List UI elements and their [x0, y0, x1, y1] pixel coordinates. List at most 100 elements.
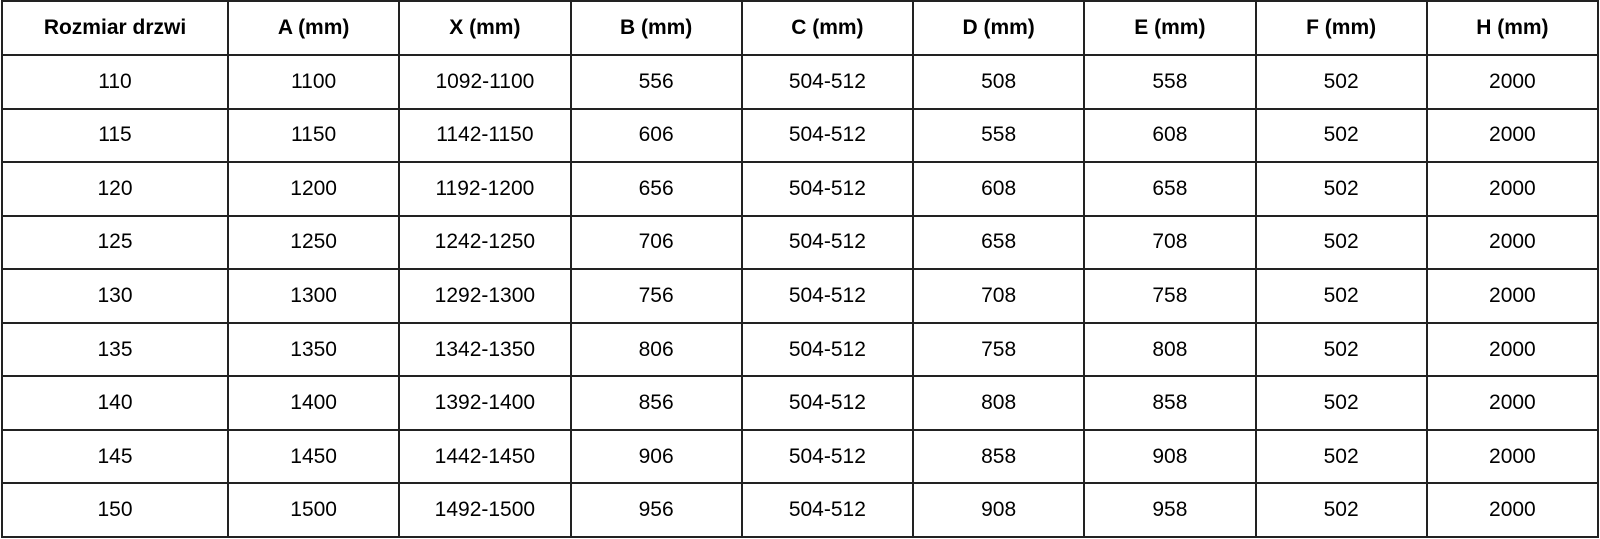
table-cell: 708	[911, 268, 1086, 324]
table-row: 130 1300 1292-1300 756 504-512 708 758 502 2000	[1, 268, 1600, 324]
table-cell: 806	[569, 321, 743, 378]
table-cell: 2000	[1425, 107, 1600, 164]
table-cell: 956	[569, 482, 743, 538]
table-cell: 1100	[226, 54, 401, 110]
table-cell: 1450	[226, 428, 401, 485]
table-cell: 1342-1350	[398, 321, 572, 378]
table-cell: 1300	[226, 268, 401, 324]
column-header: H (mm)	[1425, 0, 1600, 56]
table-cell: 140	[1, 375, 229, 431]
table-cell: 1350	[226, 321, 401, 378]
table-cell: 656	[569, 161, 743, 217]
table-cell: 2000	[1425, 482, 1600, 538]
table-cell: 120	[1, 161, 229, 217]
table-cell: 2000	[1425, 214, 1600, 271]
table-cell: 502	[1254, 428, 1428, 485]
column-header: C (mm)	[740, 0, 915, 56]
table-cell: 502	[1254, 54, 1428, 110]
column-header: B (mm)	[569, 0, 743, 56]
column-header: F (mm)	[1254, 0, 1428, 56]
table-cell: 508	[911, 54, 1086, 110]
table-cell: 856	[569, 375, 743, 431]
table-cell: 504-512	[740, 268, 915, 324]
table-cell: 110	[1, 54, 229, 110]
table-cell: 858	[911, 428, 1086, 485]
table-cell: 1250	[226, 214, 401, 271]
table-cell: 858	[1083, 375, 1257, 431]
table-cell: 808	[911, 375, 1086, 431]
table-cell: 2000	[1425, 321, 1600, 378]
table-row: 115 1150 1142-1150 606 504-512 558 608 502 2000	[1, 107, 1600, 164]
table-cell: 2000	[1425, 375, 1600, 431]
table-cell: 125	[1, 214, 229, 271]
table-cell: 1400	[226, 375, 401, 431]
table-row: 125 1250 1242-1250 706 504-512 658 708 502 2000	[1, 214, 1600, 271]
table-cell: 758	[911, 321, 1086, 378]
table-cell: 558	[1083, 54, 1257, 110]
table-cell: 1242-1250	[398, 214, 572, 271]
table-row: 140 1400 1392-1400 856 504-512 808 858 502 2000	[1, 375, 1600, 431]
table-cell: 1142-1150	[398, 107, 572, 164]
table-cell: 908	[1083, 428, 1257, 485]
table-cell: 502	[1254, 214, 1428, 271]
table-cell: 502	[1254, 107, 1428, 164]
table-cell: 504-512	[740, 321, 915, 378]
table-cell: 1150	[226, 107, 401, 164]
table-cell: 1292-1300	[398, 268, 572, 324]
table-cell: 2000	[1425, 268, 1600, 324]
table-cell: 906	[569, 428, 743, 485]
table-row: 135 1350 1342-1350 806 504-512 758 808 502 2000	[1, 321, 1600, 378]
table-cell: 556	[569, 54, 743, 110]
table-cell: 504-512	[740, 54, 915, 110]
table-cell: 658	[1083, 161, 1257, 217]
table-cell: 2000	[1425, 161, 1600, 217]
table-cell: 130	[1, 268, 229, 324]
table-cell: 2000	[1425, 428, 1600, 485]
table-cell: 958	[1083, 482, 1257, 538]
table-cell: 2000	[1425, 54, 1600, 110]
column-header: X (mm)	[398, 0, 572, 56]
table-cell: 1492-1500	[398, 482, 572, 538]
table-cell: 758	[1083, 268, 1257, 324]
table-row: 120 1200 1192-1200 656 504-512 608 658 502 2000	[1, 161, 1600, 217]
table-cell: 1442-1450	[398, 428, 572, 485]
column-header: A (mm)	[226, 0, 401, 56]
table-cell: 608	[911, 161, 1086, 217]
table-cell: 115	[1, 107, 229, 164]
column-header: D (mm)	[911, 0, 1086, 56]
table-cell: 908	[911, 482, 1086, 538]
table-cell: 502	[1254, 161, 1428, 217]
table-cell: 756	[569, 268, 743, 324]
table-cell: 504-512	[740, 482, 915, 538]
table-cell: 504-512	[740, 107, 915, 164]
table-cell: 558	[911, 107, 1086, 164]
column-header: E (mm)	[1083, 0, 1257, 56]
table-cell: 808	[1083, 321, 1257, 378]
table-cell: 135	[1, 321, 229, 378]
table-cell: 504-512	[740, 428, 915, 485]
table-cell: 145	[1, 428, 229, 485]
table-cell: 608	[1083, 107, 1257, 164]
table-cell: 708	[1083, 214, 1257, 271]
table-row: 110 1100 1092-1100 556 504-512 508 558 502 2000	[1, 54, 1600, 110]
table-cell: 502	[1254, 375, 1428, 431]
table-cell: 1500	[226, 482, 401, 538]
table-row: 145 1450 1442-1450 906 504-512 858 908 502 2000	[1, 428, 1600, 485]
table-cell: 606	[569, 107, 743, 164]
table-cell: 504-512	[740, 375, 915, 431]
table-cell: 658	[911, 214, 1086, 271]
table-cell: 504-512	[740, 214, 915, 271]
table-cell: 706	[569, 214, 743, 271]
table-cell: 502	[1254, 268, 1428, 324]
table-cell: 502	[1254, 482, 1428, 538]
table-cell: 1092-1100	[398, 54, 572, 110]
column-header: Rozmiar drzwi	[1, 0, 229, 56]
table-cell: 502	[1254, 321, 1428, 378]
table-cell: 1200	[226, 161, 401, 217]
table-cell: 1192-1200	[398, 161, 572, 217]
table-cell: 1392-1400	[398, 375, 572, 431]
table-row: 150 1500 1492-1500 956 504-512 908 958 502 2000	[1, 482, 1600, 538]
header-row: Rozmiar drzwi A (mm) X (mm) B (mm) C (mm) D (…	[1, 0, 1600, 56]
table-cell: 504-512	[740, 161, 915, 217]
